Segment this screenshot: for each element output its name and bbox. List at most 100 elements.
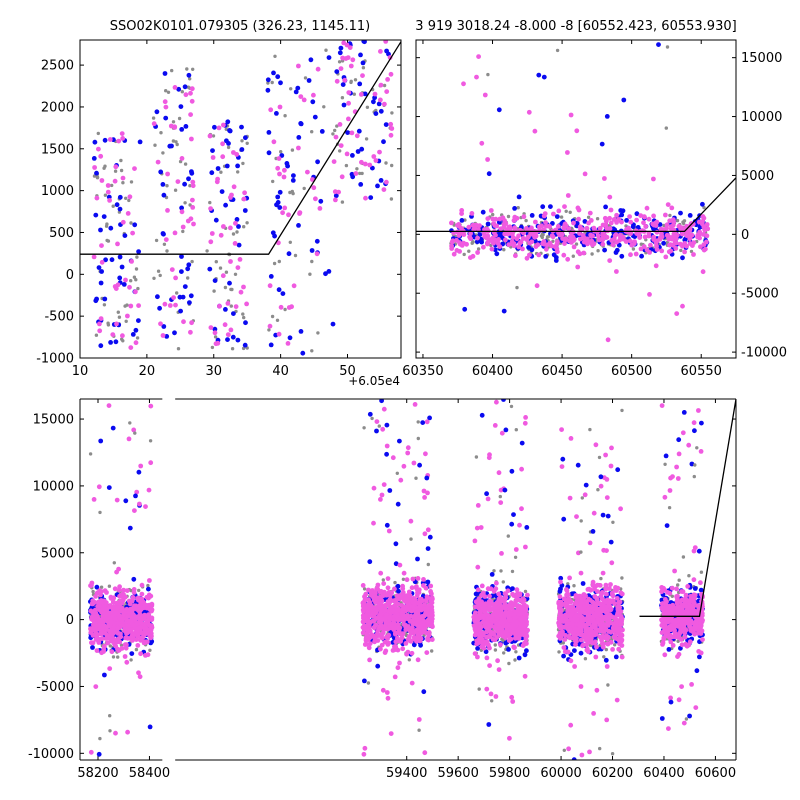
pink-series-point bbox=[475, 503, 481, 508]
gray-series-point bbox=[241, 346, 246, 351]
pink-series-point bbox=[280, 210, 285, 216]
pink-series-point bbox=[689, 232, 695, 238]
pink-series-point bbox=[514, 619, 520, 625]
gray-series-point bbox=[293, 253, 298, 258]
gray-series-point bbox=[134, 278, 138, 282]
blue-series-point bbox=[630, 224, 636, 230]
pink-series-point bbox=[503, 237, 508, 243]
blue-series-point bbox=[92, 139, 98, 145]
pink-series-point bbox=[138, 463, 144, 469]
blue-series-point bbox=[279, 153, 285, 158]
gray-series-point bbox=[108, 714, 112, 718]
gray-series-point bbox=[344, 163, 349, 168]
pink-series-point bbox=[475, 235, 480, 241]
pink-series-point bbox=[147, 578, 152, 583]
pink-series-point bbox=[651, 176, 656, 182]
pink-series-point bbox=[163, 104, 169, 110]
pink-series-point bbox=[513, 547, 519, 552]
pink-series-point bbox=[509, 611, 514, 617]
pink-series-point bbox=[497, 244, 503, 250]
pink-series-point bbox=[533, 244, 539, 250]
pink-series-point bbox=[139, 591, 145, 597]
pink-series-point bbox=[556, 208, 562, 214]
blue-series-point bbox=[127, 525, 133, 531]
pink-series-point bbox=[346, 116, 351, 122]
pink-series-point bbox=[393, 631, 398, 637]
pink-series-point bbox=[133, 340, 139, 346]
pink-series-point bbox=[406, 589, 412, 595]
pink-series-point bbox=[148, 403, 154, 409]
gray-series-point bbox=[491, 212, 495, 217]
pink-series-point bbox=[188, 216, 194, 222]
pink-series-point bbox=[89, 616, 95, 622]
blue-series-point bbox=[551, 252, 557, 258]
pink-series-point bbox=[575, 205, 581, 211]
pink-series-point bbox=[408, 518, 414, 524]
blue-series-point bbox=[215, 166, 221, 171]
pink-series-point bbox=[179, 156, 185, 161]
blue-series-point bbox=[131, 576, 137, 582]
gray-series-point bbox=[416, 420, 420, 424]
blue-series-point bbox=[163, 115, 169, 121]
gray-series-point bbox=[102, 303, 107, 307]
blue-series-point bbox=[187, 300, 192, 305]
pink-series-point bbox=[397, 562, 403, 568]
pink-series-point bbox=[394, 624, 400, 629]
blue-series-point bbox=[227, 128, 233, 134]
blue-series-point bbox=[108, 225, 114, 231]
gray-series-point bbox=[279, 150, 283, 154]
pink-series-point bbox=[173, 302, 178, 308]
pink-series-point bbox=[488, 586, 494, 592]
pink-series-point bbox=[549, 233, 555, 239]
blue-series-point bbox=[268, 342, 274, 348]
gray-series-point bbox=[310, 259, 314, 264]
pink-series-point bbox=[398, 477, 404, 483]
blue-series-point bbox=[361, 40, 367, 44]
pink-series-point bbox=[543, 223, 549, 229]
pink-series-point bbox=[414, 584, 419, 589]
pink-series-point bbox=[267, 323, 273, 329]
blue-series-point bbox=[179, 205, 185, 211]
pink-series-point bbox=[102, 612, 108, 618]
pink-series-point bbox=[684, 233, 690, 239]
pink-series-point bbox=[132, 508, 137, 513]
pink-series-point bbox=[378, 97, 383, 103]
pink-series-point bbox=[494, 223, 500, 229]
pink-series-point bbox=[111, 599, 116, 605]
pink-series-point bbox=[523, 544, 528, 550]
blue-series-point bbox=[98, 227, 103, 233]
blue-series-point bbox=[295, 85, 301, 91]
blue-series-point bbox=[296, 223, 301, 228]
gray-series-point bbox=[361, 66, 366, 70]
pink-series-point bbox=[189, 86, 195, 92]
pink-series-point bbox=[371, 520, 376, 526]
pink-series-point bbox=[543, 220, 548, 226]
blue-series-point bbox=[503, 640, 509, 646]
pink-series-point bbox=[505, 622, 511, 628]
blue-series-point bbox=[373, 111, 379, 116]
y-tick-label: 15000 bbox=[741, 51, 782, 66]
pink-series-point bbox=[96, 484, 102, 490]
x-tick-label: 59800 bbox=[489, 766, 530, 781]
gray-series-point bbox=[188, 184, 192, 188]
pink-series-point bbox=[148, 460, 154, 466]
pink-series-point bbox=[275, 165, 281, 171]
pink-series-point bbox=[700, 269, 706, 275]
gray-series-point bbox=[331, 132, 335, 136]
pink-series-point bbox=[610, 242, 616, 248]
pink-series-point bbox=[124, 588, 130, 593]
pink-series-point bbox=[231, 184, 237, 190]
pink-series-point bbox=[106, 615, 112, 621]
pink-series-point bbox=[188, 329, 193, 335]
blue-series-point bbox=[362, 91, 368, 97]
pink-series-point bbox=[561, 252, 567, 258]
blue-series-point bbox=[393, 561, 399, 567]
pink-series-point bbox=[509, 605, 515, 611]
gray-series-point bbox=[231, 232, 236, 236]
pink-series-point bbox=[393, 600, 399, 606]
gray-series-point bbox=[106, 239, 111, 243]
pink-series-point bbox=[103, 636, 109, 641]
x-tick-label: 60550 bbox=[681, 364, 722, 379]
pink-series-point bbox=[110, 332, 116, 337]
blue-series-point bbox=[503, 427, 509, 433]
